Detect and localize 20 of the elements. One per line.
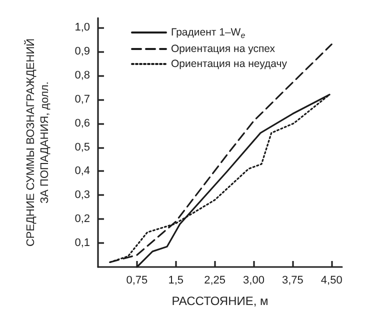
x-tick-label: 3,00 xyxy=(243,274,264,286)
y-axis-title: СРЕДНИЕ СУММЫ ВОЗНАГРАЖДЕНИЙ ЗА ПОПАДАНИЯ, долл. xyxy=(24,38,51,247)
x-tick-label: 0,75 xyxy=(126,274,148,286)
x-tick-label: 2,25 xyxy=(204,274,226,286)
y-tick-label: 0,3 xyxy=(74,189,90,202)
y-tick-label: 0,8 xyxy=(74,69,90,82)
y-tick-label: 1,0 xyxy=(74,22,90,34)
x-tick-label: 1,5 xyxy=(168,274,184,286)
legend-label: Ориентация на успех xyxy=(171,43,276,55)
x-tick-label: 4,50 xyxy=(320,274,342,286)
legend-label: Ориентация на неудачу xyxy=(171,58,288,70)
x-tick-label: 3,75 xyxy=(282,274,304,286)
y-tick-label: 0,1 xyxy=(74,237,90,250)
y-tick-label: 0,7 xyxy=(74,93,90,106)
y-tick-label: 0,2 xyxy=(74,213,90,226)
x-axis-title: РАССТОЯНИЕ, м xyxy=(172,294,268,308)
y-tick-label: 0,5 xyxy=(74,141,90,154)
y-tick-label: 0,4 xyxy=(74,165,90,178)
y-tick-label: 0,6 xyxy=(74,117,90,130)
y-tick-label: 0,9 xyxy=(74,46,90,58)
